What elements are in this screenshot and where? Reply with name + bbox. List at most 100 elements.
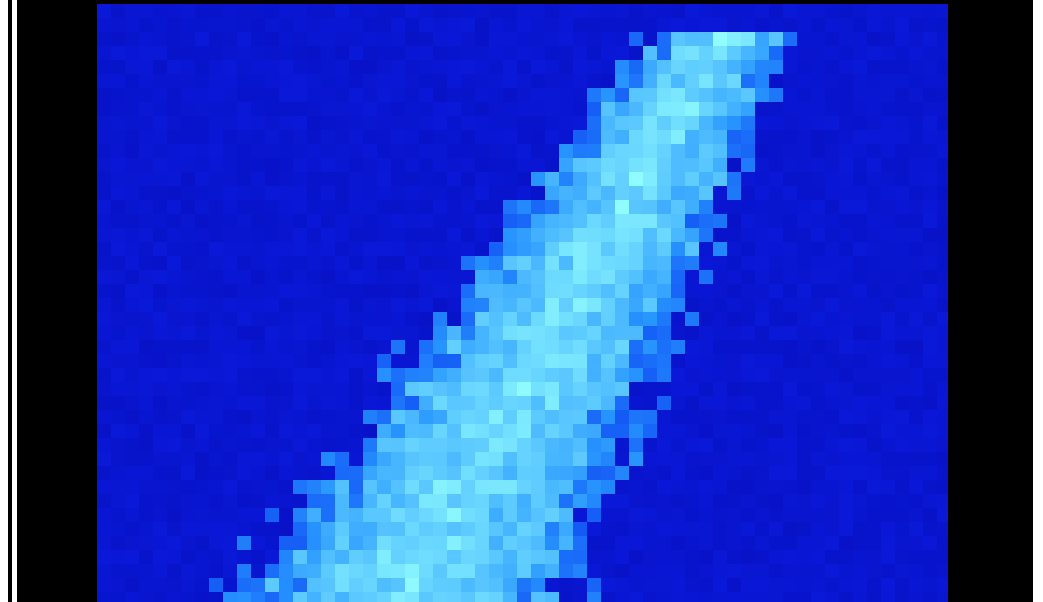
pixel: [195, 452, 209, 466]
pixel: [251, 438, 265, 452]
pixel: [517, 228, 531, 242]
pixel: [279, 438, 293, 452]
pixel: [909, 4, 923, 18]
pixel: [811, 536, 825, 550]
pixel: [433, 298, 447, 312]
pixel: [657, 340, 671, 354]
pixel: [97, 494, 111, 508]
pixel: [895, 172, 909, 186]
pixel: [279, 466, 293, 480]
pixel: [405, 200, 419, 214]
pixel: [377, 494, 391, 508]
pixel: [559, 60, 573, 74]
pixel: [671, 200, 685, 214]
pixel: [769, 410, 783, 424]
pixel: [601, 354, 615, 368]
pixel: [489, 102, 503, 116]
pixel: [447, 354, 461, 368]
pixel: [433, 242, 447, 256]
pixel: [531, 116, 545, 130]
pixel: [461, 480, 475, 494]
pixel: [321, 396, 335, 410]
pixel: [335, 508, 349, 522]
pixel: [545, 256, 559, 270]
pixel: [503, 4, 517, 18]
pixel: [111, 102, 125, 116]
pixel: [349, 32, 363, 46]
pixel: [587, 88, 601, 102]
pixel: [699, 186, 713, 200]
pixel: [769, 32, 783, 46]
pixel: [811, 102, 825, 116]
pixel: [587, 564, 601, 578]
pixel: [657, 326, 671, 340]
pixel: [643, 102, 657, 116]
pixel: [573, 438, 587, 452]
pixel: [307, 312, 321, 326]
pixel: [405, 74, 419, 88]
pixel: [769, 326, 783, 340]
pixel: [685, 564, 699, 578]
pixel: [447, 256, 461, 270]
pixel: [419, 368, 433, 382]
pixel: [783, 32, 797, 46]
pixel: [265, 452, 279, 466]
pixel: [139, 298, 153, 312]
pixel: [531, 158, 545, 172]
pixel: [755, 396, 769, 410]
pixel: [223, 494, 237, 508]
pixel: [405, 340, 419, 354]
pixel: [839, 60, 853, 74]
pixel: [811, 214, 825, 228]
pixel: [699, 340, 713, 354]
pixel: [195, 522, 209, 536]
pixel: [433, 466, 447, 480]
pixel: [713, 410, 727, 424]
pixel: [335, 480, 349, 494]
pixel: [825, 508, 839, 522]
pixel: [391, 438, 405, 452]
pixel: [895, 368, 909, 382]
pixel: [209, 424, 223, 438]
pixel: [587, 508, 601, 522]
pixel: [111, 480, 125, 494]
pixel: [713, 18, 727, 32]
pixel: [755, 592, 769, 602]
pixel: [139, 214, 153, 228]
pixel: [321, 214, 335, 228]
pixel: [349, 74, 363, 88]
pixel: [321, 228, 335, 242]
pixel: [111, 186, 125, 200]
pixel: [601, 578, 615, 592]
pixel: [545, 396, 559, 410]
pixel: [237, 200, 251, 214]
pixel: [825, 536, 839, 550]
pixel: [769, 354, 783, 368]
pixel: [643, 284, 657, 298]
pixel: [881, 508, 895, 522]
pixel: [769, 102, 783, 116]
pixel: [419, 550, 433, 564]
pixel: [363, 438, 377, 452]
pixel: [769, 564, 783, 578]
pixel: [657, 382, 671, 396]
pixel: [195, 46, 209, 60]
pixel: [251, 4, 265, 18]
pixel: [195, 312, 209, 326]
pixel: [349, 18, 363, 32]
pixel: [391, 242, 405, 256]
pixel: [307, 242, 321, 256]
pixel: [573, 298, 587, 312]
pixel: [265, 382, 279, 396]
pixel: [699, 242, 713, 256]
pixel: [587, 312, 601, 326]
pixel: [811, 424, 825, 438]
pixel: [447, 74, 461, 88]
pixel: [97, 284, 111, 298]
pixel: [475, 326, 489, 340]
pixel: [181, 200, 195, 214]
pixel: [839, 158, 853, 172]
pixel: [391, 340, 405, 354]
pixel: [545, 102, 559, 116]
pixel: [839, 200, 853, 214]
